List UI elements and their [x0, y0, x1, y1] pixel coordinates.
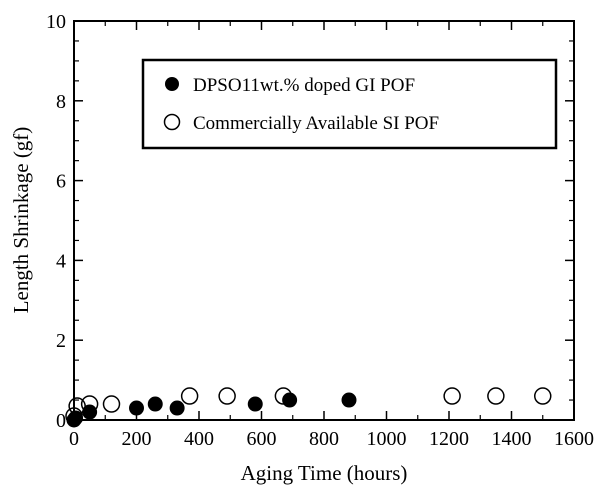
x-tick-label: 800	[309, 428, 339, 450]
axis-ticks	[73, 20, 575, 421]
y-tick-label: 10	[46, 11, 66, 33]
open-point	[274, 387, 293, 405]
y-tick-label: 0	[56, 410, 66, 432]
legend-marker-filled	[165, 77, 179, 91]
x-tick-label: 0	[69, 428, 79, 450]
filled-point	[129, 400, 144, 416]
open-point	[65, 407, 83, 425]
legend: DPSO11wt.% doped GI POF Commercially Ava…	[141, 58, 558, 150]
open-point	[80, 395, 99, 413]
y-tick-labels: 0 2 4 6 8 10	[46, 11, 66, 432]
y-tick-label: 4	[56, 250, 66, 272]
open-point	[218, 387, 236, 405]
open-point	[68, 397, 86, 415]
x-tick-label: 1600	[554, 428, 594, 450]
x-tick-label: 400	[184, 428, 214, 450]
x-tick-label: 600	[247, 428, 277, 450]
y-axis-label: Length Shrinkage (gf)	[9, 127, 33, 314]
open-point	[487, 387, 505, 405]
open-point	[443, 387, 461, 405]
filled-point	[147, 396, 163, 412]
open-point	[102, 395, 121, 413]
y-tick-label: 8	[56, 91, 66, 113]
y-tick-label: 2	[56, 330, 66, 352]
x-tick-label: 1000	[367, 428, 407, 450]
y-tick-label: 6	[56, 171, 66, 193]
filled-point	[169, 400, 185, 416]
legend-marker-open	[163, 113, 181, 131]
filled-point	[247, 396, 263, 412]
legend-box	[141, 58, 558, 150]
x-tick-label: 1200	[429, 428, 469, 450]
open-point	[534, 387, 552, 405]
data-points	[65, 387, 552, 428]
open-point	[180, 387, 199, 405]
legend-label-series-1: DPSO11wt.% doped GI POF	[193, 75, 415, 96]
x-tick-label: 1400	[492, 428, 532, 450]
x-tick-labels: 0 200 400 600 800 1000 1200 1400 1600	[69, 428, 594, 450]
legend-label-series-2: Commercially Available SI POF	[193, 113, 439, 134]
x-axis-label: Aging Time (hours)	[241, 461, 408, 485]
x-tick-label: 200	[122, 428, 152, 450]
filled-point	[341, 392, 357, 408]
